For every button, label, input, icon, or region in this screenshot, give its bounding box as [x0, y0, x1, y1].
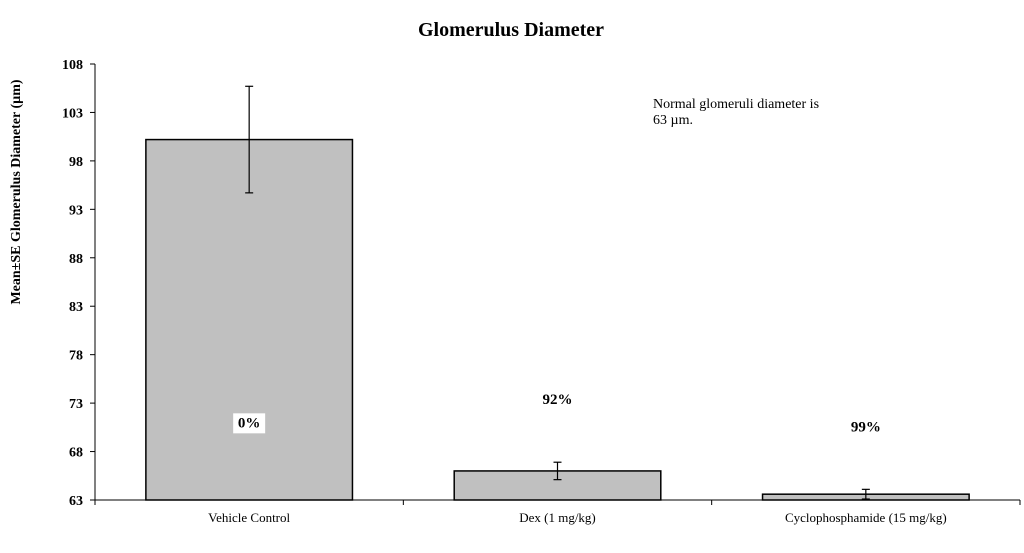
- annotation-line-1: Normal glomeruli diameter is: [653, 97, 819, 112]
- y-tick-label-0: 63: [69, 494, 83, 509]
- annotation-line-2: 63 µm.: [653, 113, 693, 128]
- y-tick-label-4: 83: [69, 300, 83, 315]
- bar-label-2: 99%: [851, 419, 881, 435]
- y-tick-label-2: 73: [69, 397, 83, 412]
- x-tick-label-0: Vehicle Control: [208, 510, 290, 525]
- y-tick-label-8: 103: [62, 106, 83, 121]
- y-tick-label-5: 88: [69, 252, 83, 267]
- y-tick-label-3: 78: [69, 349, 83, 364]
- bar-label-1: 92%: [543, 392, 573, 408]
- y-axis-label: Mean±SE Glomerulus Diameter (µm): [9, 79, 24, 304]
- y-tick-label-1: 68: [69, 446, 83, 461]
- x-tick-label-1: Dex (1 mg/kg): [519, 510, 596, 525]
- y-tick-label-7: 98: [69, 155, 83, 170]
- y-tick-label-6: 93: [69, 203, 83, 218]
- y-tick-label-9: 108: [62, 58, 83, 73]
- chart-title: Glomerulus Diameter: [418, 19, 604, 41]
- x-tick-label-2: Cyclophosphamide (15 mg/kg): [785, 510, 947, 525]
- plot-area: 0% Vehicle Control 92% Dex (1 mg/kg) 99% Cycl…: [62, 58, 1021, 525]
- bar-label-0: 0%: [238, 415, 261, 431]
- bar-label-bg-0: [233, 413, 266, 434]
- bar-0: [145, 138, 354, 501]
